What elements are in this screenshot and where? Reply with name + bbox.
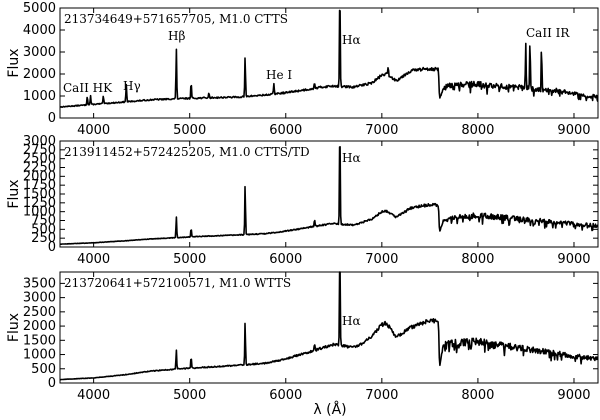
line-annotation: CaII HK xyxy=(63,81,113,95)
panel-frame xyxy=(59,271,599,384)
spectrum-panel-1: 4000 5000 6000 7000 8000 9000 0 1000 2000 3000 400… xyxy=(6,1,599,138)
y-tick-label: 500 xyxy=(31,362,56,377)
x-tick-label: 8000 xyxy=(461,123,494,138)
panel-frame xyxy=(59,7,599,119)
line-annotation: Hβ xyxy=(168,29,185,43)
x-tick-label: 5000 xyxy=(173,252,206,267)
y-tick-label: 2500 xyxy=(23,152,56,167)
y-tick-label: 1000 xyxy=(23,205,56,220)
y-tick-label: 1250 xyxy=(23,196,56,211)
spectrum-series xyxy=(59,271,599,381)
y-axis-label: Flux xyxy=(6,179,22,208)
x-tick-label: 4000 xyxy=(77,252,110,267)
line-annotation: Hα xyxy=(342,314,361,328)
y-tick-label: 2250 xyxy=(23,161,56,176)
x-tick-label: 9000 xyxy=(557,123,590,138)
x-tick-label: 7000 xyxy=(365,388,398,403)
x-tick-label: 6000 xyxy=(269,123,302,138)
x-tick-label: 8000 xyxy=(461,252,494,267)
y-tick-label: 1500 xyxy=(23,187,56,202)
y-tick-label: 5000 xyxy=(23,1,56,16)
y-tick-label: 1000 xyxy=(23,89,56,104)
y-tick-label: 500 xyxy=(31,222,56,237)
y-tick-label: 1750 xyxy=(23,178,56,193)
y-tick-label: 750 xyxy=(31,214,56,229)
spectrum-panel-2: 4000 5000 6000 7000 8000 9000 0250500750100012… xyxy=(6,134,599,267)
y-tick-label: 2000 xyxy=(23,67,56,82)
y-tick-label: 3000 xyxy=(23,291,56,306)
y-axis-label: Flux xyxy=(6,48,22,77)
y-tick-label: 3000 xyxy=(23,45,56,60)
x-tick-label: 5000 xyxy=(173,123,206,138)
y-tick-label: 2500 xyxy=(23,305,56,320)
x-tick-label: 9000 xyxy=(557,388,590,403)
y-tick-label: 4000 xyxy=(23,23,56,38)
y-tick-label: 2000 xyxy=(23,319,56,334)
line-annotation: Hα xyxy=(342,33,361,47)
spectrum-series xyxy=(59,9,599,108)
x-tick-label: 4000 xyxy=(77,388,110,403)
x-tick-label: 5000 xyxy=(173,388,206,403)
line-annotation: CaII IR xyxy=(526,26,570,40)
y-tick-label: 250 xyxy=(31,231,56,246)
spectrum-series xyxy=(59,146,599,245)
y-tick-label: 3500 xyxy=(23,276,56,291)
y-tick-label: 0 xyxy=(48,240,56,255)
y-axis-label: Flux xyxy=(6,313,22,342)
x-tick-label: 7000 xyxy=(365,123,398,138)
x-tick-label: 9000 xyxy=(557,252,590,267)
y-tick-label: 0 xyxy=(48,111,56,126)
x-axis-label: λ (Å) xyxy=(313,401,346,418)
object-label: 213911452+572425205, M1.0 CTTS/TD xyxy=(64,145,310,159)
object-label: 213720641+572100571, M1.0 WTTS xyxy=(64,276,291,290)
y-tick-label: 2000 xyxy=(23,169,56,184)
x-tick-label: 7000 xyxy=(365,252,398,267)
y-tick-label: 2750 xyxy=(23,143,56,158)
y-tick-label: 1000 xyxy=(23,348,56,363)
y-tick-label: 0 xyxy=(48,376,56,391)
y-tick-label: 3000 xyxy=(23,134,56,149)
line-annotation: Hγ xyxy=(123,79,141,93)
y-tick-label: 1500 xyxy=(23,333,56,348)
spectrum-panel-3: 4000 5000 6000 7000 8000 9000 0500100015002000… xyxy=(6,271,599,403)
x-tick-label: 8000 xyxy=(461,388,494,403)
x-tick-label: 6000 xyxy=(269,252,302,267)
line-annotation: He I xyxy=(266,68,292,82)
line-annotation: Hα xyxy=(342,151,361,165)
x-tick-label: 6000 xyxy=(269,388,302,403)
object-label: 213734649+571657705, M1.0 CTTS xyxy=(64,12,288,26)
x-tick-label: 4000 xyxy=(77,123,110,138)
